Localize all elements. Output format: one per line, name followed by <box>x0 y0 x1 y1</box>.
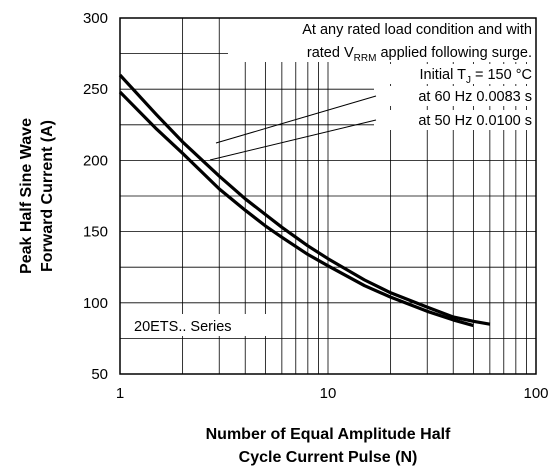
y-tick-label: 100 <box>83 295 108 312</box>
series-label-bg <box>126 314 272 336</box>
x-axis-title-line2: Cycle Current Pulse (N) <box>239 449 418 466</box>
annotation-condition-line2: rated VRRM applied following surge. <box>307 45 532 64</box>
annotation-condition-line1: At any rated load condition and with <box>302 22 532 38</box>
series-line-1 <box>118 73 491 326</box>
y-tick-labels: 50 100 150 200 250 300 <box>83 10 108 383</box>
y-tick-label: 300 <box>83 10 108 27</box>
annotation-bg-top <box>228 18 536 62</box>
plot-frame <box>119 17 537 375</box>
x-tick-labels: 1 10 100 <box>116 385 549 402</box>
y-axis-title-line2: Forward Current (A) <box>39 120 56 272</box>
leader-line-60hz <box>215 95 377 144</box>
annotation-bg-60hz <box>374 86 536 106</box>
y-axis-title-line1: Peak Half Sine Wave <box>18 118 35 274</box>
annotation-bg-initial <box>374 64 536 84</box>
annotation-50hz: at 50 Hz 0.0100 s <box>418 113 532 129</box>
tj-subscript: J <box>466 75 471 86</box>
annotation-bg-50hz <box>374 110 536 130</box>
y-tick-label: 250 <box>83 81 108 98</box>
y-tick-label: 50 <box>91 366 108 383</box>
annotation-initial-tj: Initial TJ = 150 °C <box>419 67 532 86</box>
leader-line-50hz <box>209 119 377 161</box>
x-tick-label: 100 <box>523 385 548 402</box>
y-tick-label: 150 <box>83 224 108 241</box>
y-tick-label: 200 <box>83 152 108 169</box>
series-label: 20ETS.. Series <box>134 319 232 335</box>
vrrm-subscript: RRM <box>354 53 377 64</box>
x-tick-label: 10 <box>320 385 337 402</box>
x-tick-label: 1 <box>116 385 124 402</box>
curves <box>118 73 491 328</box>
series-line-2 <box>118 90 474 328</box>
annotation-60hz: at 60 Hz 0.0083 s <box>418 89 532 105</box>
x-axis-title-line1: Number of Equal Amplitude Half <box>206 426 451 443</box>
